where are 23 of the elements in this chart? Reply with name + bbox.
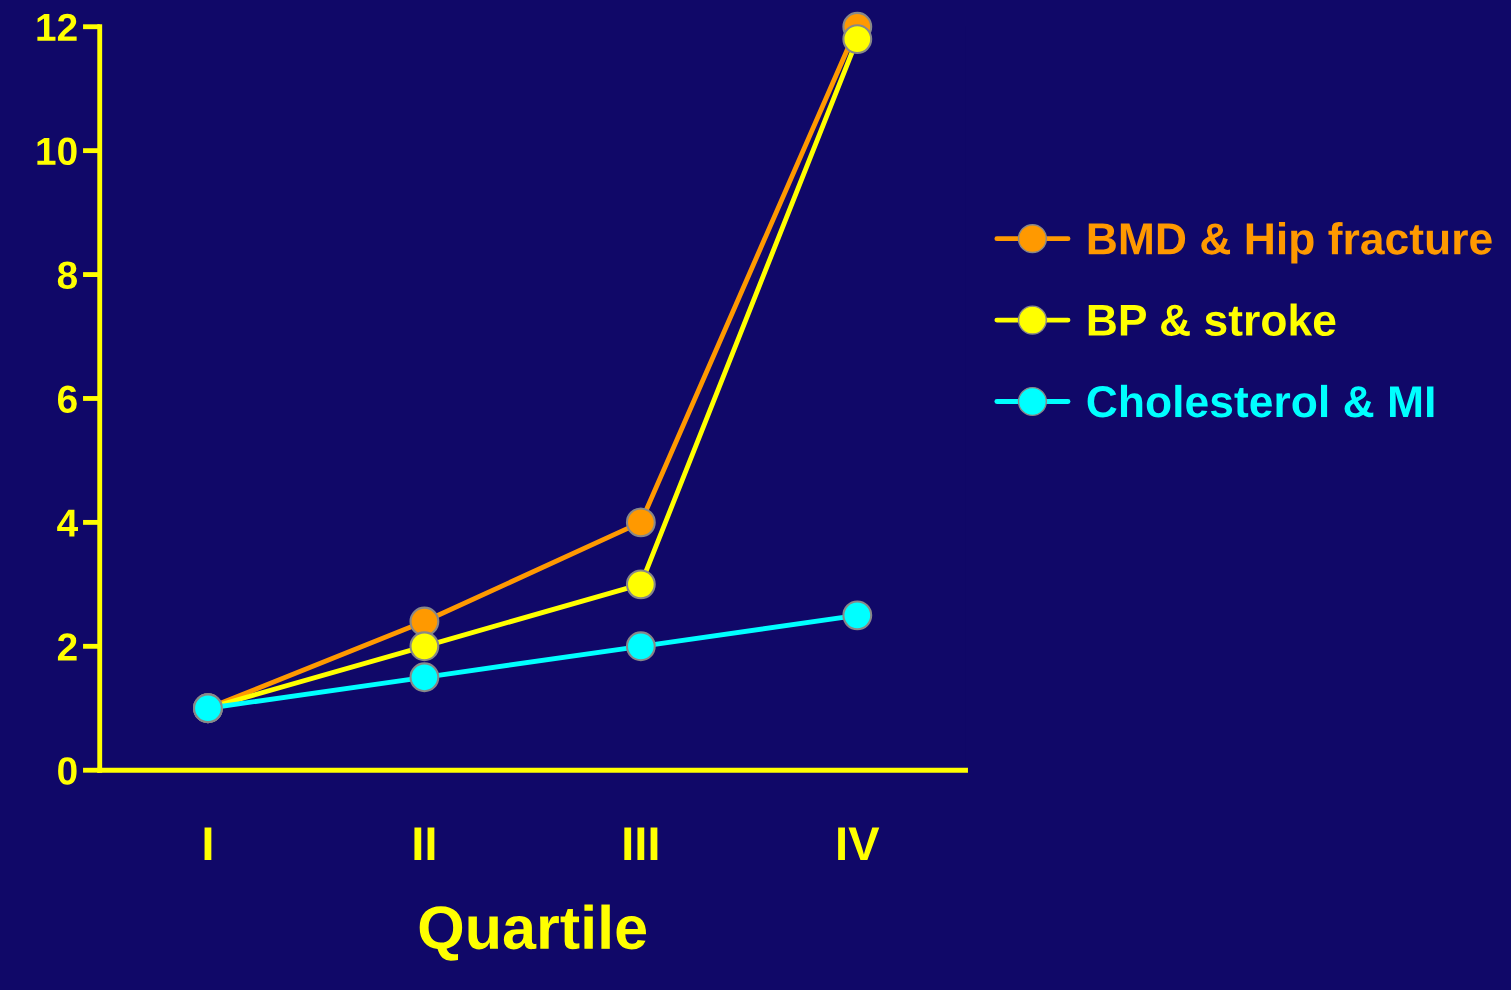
y-tick-label: 2 bbox=[57, 633, 77, 661]
legend-label: Cholesterol & MI bbox=[1087, 384, 1434, 418]
x-tick-label: IV bbox=[838, 827, 880, 860]
point bbox=[625, 631, 656, 662]
y-tick-label: 0 bbox=[58, 757, 77, 785]
point bbox=[625, 507, 656, 538]
y-tick-label: 6 bbox=[57, 385, 77, 413]
legend-label: BMD & Hip fracture bbox=[1088, 221, 1492, 264]
point bbox=[625, 569, 656, 600]
x-tick-label: II bbox=[414, 827, 435, 860]
point bbox=[842, 600, 873, 631]
point bbox=[842, 24, 873, 55]
point bbox=[409, 606, 440, 637]
y-tick-label: 10 bbox=[37, 137, 77, 166]
point bbox=[409, 631, 440, 662]
legend-label: BP & stroke bbox=[1088, 303, 1336, 337]
x-axis-title: Quartile bbox=[419, 904, 647, 961]
x-tick-label: III bbox=[624, 827, 658, 860]
y-tick-label: 4 bbox=[57, 509, 78, 537]
x-tick-label: I bbox=[204, 827, 212, 860]
y-tick-label: 8 bbox=[57, 261, 78, 290]
y-tick-label: 12 bbox=[37, 13, 77, 41]
point bbox=[409, 662, 440, 693]
